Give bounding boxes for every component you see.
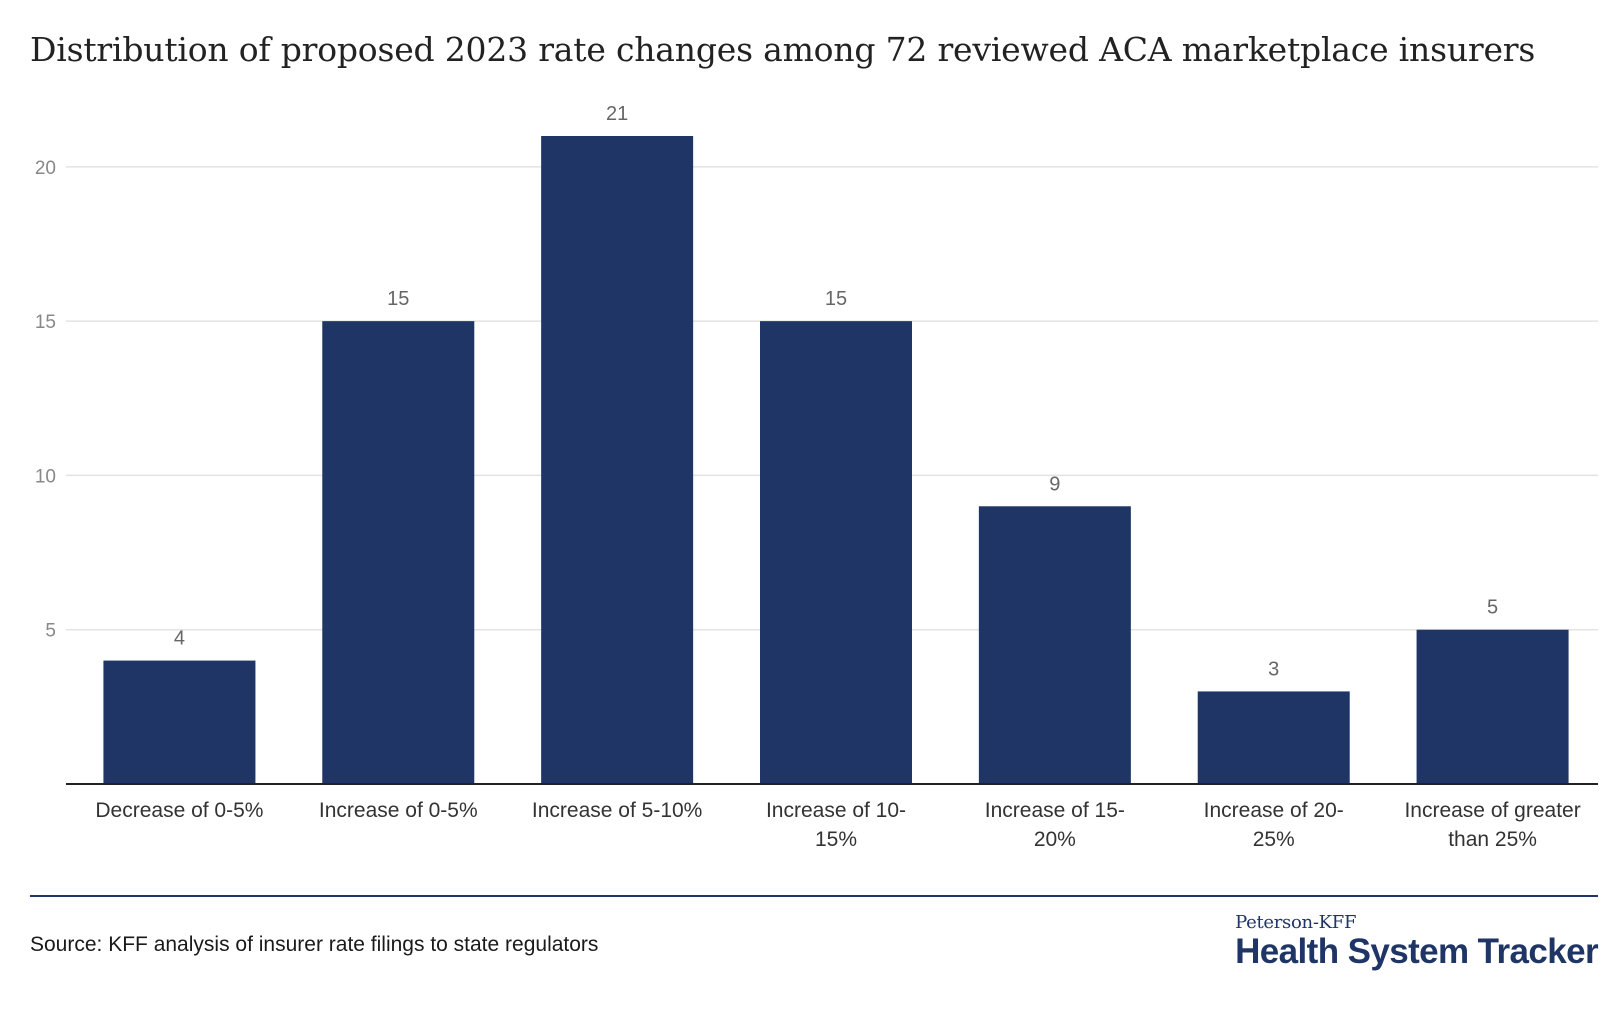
bar (1416, 629, 1569, 784)
data-label: 4 (174, 628, 185, 650)
x-tick-label: Increase of 5-10% (532, 799, 702, 822)
x-tick-label: than 25% (1448, 828, 1537, 851)
bar (103, 660, 256, 784)
y-tick-label: 15 (35, 312, 56, 333)
bar (760, 321, 912, 784)
bar (541, 136, 694, 784)
health-system-tracker-logo: Peterson-KFF Health System Tracker (1235, 912, 1598, 972)
logo-title: Health System Tracker (1235, 932, 1598, 971)
x-tick-label: Increase of 10- (766, 799, 906, 822)
chart-title: Distribution of proposed 2023 rate chang… (30, 30, 1536, 69)
x-tick-label: 20% (1034, 828, 1076, 851)
data-label: 5 (1487, 597, 1498, 619)
bar (1197, 691, 1350, 784)
y-tick-label: 5 (45, 621, 56, 642)
bar (978, 506, 1131, 784)
x-tick-label: Increase of 20- (1204, 799, 1344, 822)
data-label: 9 (1049, 473, 1060, 495)
bar-chart: 5 10 15 20 4 Decrease of 0-5% 15 Increase of 0-… (35, 103, 1598, 851)
data-label: 3 (1268, 658, 1279, 680)
data-label: 15 (825, 288, 847, 310)
source-note: Source: KFF analysis of insurer rate fil… (30, 933, 599, 956)
data-label: 21 (606, 103, 628, 125)
x-tick-label: Increase of 15- (985, 799, 1125, 822)
bar (322, 321, 475, 784)
x-tick-label: Decrease of 0-5% (95, 799, 263, 822)
x-tick-label: 25% (1253, 828, 1295, 851)
logo-subtitle: Peterson-KFF (1235, 912, 1357, 933)
x-tick-label: Increase of greater (1404, 799, 1580, 822)
y-tick-label: 20 (35, 158, 56, 179)
y-tick-label: 10 (35, 466, 56, 487)
footer-divider (30, 895, 1598, 897)
data-label: 15 (387, 288, 409, 310)
x-tick-label: Increase of 0-5% (319, 799, 478, 822)
x-tick-label: 15% (815, 828, 857, 851)
